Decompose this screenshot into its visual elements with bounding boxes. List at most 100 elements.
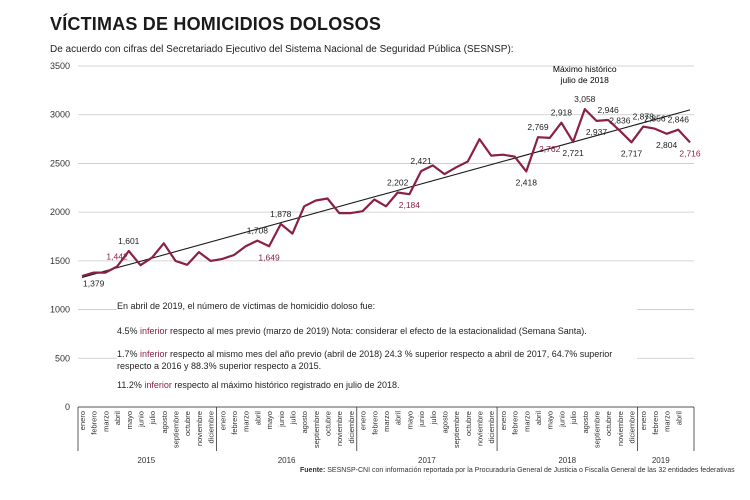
y-tick-label: 500: [55, 353, 70, 363]
labels-layer: 1,442 1,379 1,601 1,708 1,649 1,878 2,202 2,184…: [83, 94, 701, 289]
year-label: 2015: [137, 456, 155, 465]
x-tick-label: abril: [674, 411, 683, 426]
x-tick-label: diciembre: [207, 411, 216, 444]
data-label: 2,421: [410, 156, 432, 166]
data-label: 1,442: [106, 252, 128, 262]
source-text: SESNSP-CNI con información reportada por…: [325, 467, 735, 474]
data-label: 2,762: [539, 144, 561, 154]
data-label: 2,202: [387, 177, 409, 187]
series-layer: [81, 107, 691, 278]
x-tick-label: diciembre: [628, 411, 637, 444]
note-2: 1.7% inferior respecto al mismo mes del …: [117, 348, 637, 372]
data-label: 1,708: [247, 226, 269, 236]
year-label: 2018: [558, 456, 576, 465]
x-tick-label: abril: [394, 411, 403, 426]
trend-line: [81, 109, 691, 278]
x-tick-label: septiembre: [452, 411, 461, 448]
y-tick-label: 2500: [50, 158, 70, 168]
data-label: 2,184: [399, 200, 421, 210]
x-tick-label: junio: [417, 411, 426, 428]
note-2-post: respecto al mismo mes del año previo (ab…: [117, 349, 613, 371]
data-label: 2,769: [527, 122, 549, 132]
x-tick-label: agosto: [440, 411, 449, 434]
x-tick-label: abril: [534, 411, 543, 426]
note-1-highlight: inferior: [140, 326, 168, 336]
x-tick-label: julio: [148, 411, 157, 425]
x-tick-label: febrero: [651, 411, 660, 435]
data-label: 1,379: [83, 279, 105, 289]
note-1-pre: 4.5%: [117, 326, 141, 336]
x-tick-label: abril: [253, 411, 262, 426]
data-label: 1,601: [118, 236, 140, 246]
x-tick-label: febrero: [230, 411, 239, 435]
x-tick-label: marzo: [382, 411, 391, 432]
trend-layer: [81, 109, 691, 278]
x-tick-label: abril: [113, 411, 122, 426]
x-tick-label: septiembre: [592, 411, 601, 448]
chart-subtitle: De acuerdo con cifras del Secretariado E…: [50, 44, 514, 55]
note-3-pre: 11.2%: [117, 380, 145, 390]
data-label: 2,937: [586, 127, 608, 137]
x-tick-label: diciembre: [347, 411, 356, 444]
data-label: 1,878: [270, 209, 292, 219]
x-tick-label: mayo: [265, 411, 274, 429]
note-3-highlight: inferior: [144, 380, 172, 390]
x-tick-label: enero: [218, 411, 227, 430]
chart-title: VÍCTIMAS DE HOMICIDIOS DOLOSOS: [50, 14, 382, 34]
x-tick-label: noviembre: [335, 411, 344, 446]
y-tick-label: 2000: [50, 207, 70, 217]
x-tick-label: octubre: [604, 411, 613, 436]
notes-intro: En abril de 2019, el número de víctimas …: [117, 300, 637, 312]
x-tick-label: febrero: [90, 411, 99, 435]
x-tick-label: julio: [569, 411, 578, 425]
source-label: Fuente:: [300, 467, 326, 474]
y-tick-label: 1000: [50, 305, 70, 315]
data-label: 2,846: [668, 115, 690, 125]
data-label: 2,856: [644, 114, 666, 124]
x-tick-label: marzo: [242, 411, 251, 432]
note-2-highlight: inferior: [140, 349, 168, 359]
x-tick-label: junio: [557, 411, 566, 428]
data-label: 2,836: [609, 116, 631, 126]
x-tick-label: mayo: [125, 411, 134, 429]
x-tick-label: octubre: [324, 411, 333, 436]
record-annotation-line2: julio de 2018: [560, 75, 609, 85]
x-tick-label: mayo: [546, 411, 555, 429]
year-label: 2019: [652, 456, 670, 465]
x-tick-label: enero: [78, 411, 87, 430]
x-tick-label: enero: [639, 411, 648, 430]
data-label: 2,878: [633, 112, 655, 122]
x-tick-label: julio: [429, 411, 438, 425]
x-tick-label: septiembre: [312, 411, 321, 448]
x-tick-label: noviembre: [195, 411, 204, 446]
y-tick-label: 0: [65, 402, 70, 412]
year-label: 2017: [418, 456, 436, 465]
x-tick-label: febrero: [370, 411, 379, 435]
record-annotation-line1: Máximo histórico: [553, 64, 617, 74]
x-tick-label: junio: [136, 411, 145, 428]
data-label: 3,058: [574, 94, 596, 104]
data-label: 2,418: [516, 177, 538, 187]
note-3-post: respecto al máximo histórico registrado …: [171, 380, 400, 390]
x-tick-label: noviembre: [616, 411, 625, 446]
note-3: 11.2% inferior respecto al máximo histór…: [117, 379, 637, 391]
y-tick-label: 3500: [50, 61, 70, 71]
year-label: 2016: [278, 456, 296, 465]
data-label: 2,721: [562, 148, 584, 158]
data-label: 1,649: [258, 252, 280, 262]
data-label: 2,717: [621, 148, 643, 158]
x-tick-label: noviembre: [476, 411, 485, 446]
x-tick-label: febrero: [511, 411, 520, 435]
series-line: [81, 107, 691, 278]
x-tick-label: agosto: [300, 411, 309, 434]
note-2-pre: 1.7%: [117, 349, 141, 359]
x-tick-label: marzo: [101, 411, 110, 432]
x-tick-label: enero: [359, 411, 368, 430]
x-tick-label: enero: [499, 411, 508, 430]
x-tick-label: octubre: [183, 411, 192, 436]
data-label: 2,716: [679, 148, 701, 158]
data-label: 2,918: [551, 108, 573, 118]
note-1-post: respecto al mes previo (marzo de 2019) N…: [167, 326, 587, 336]
